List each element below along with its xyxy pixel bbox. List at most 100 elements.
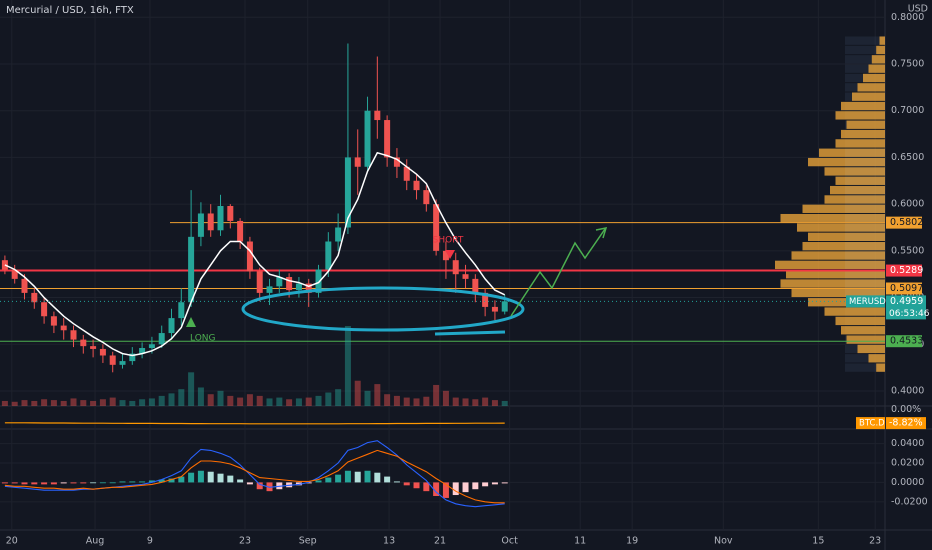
ema-line	[4, 151, 506, 357]
price-level-tag	[886, 216, 922, 229]
x-tick-label: 9	[147, 536, 153, 547]
volume-bar	[295, 398, 302, 406]
volume-bar	[50, 400, 57, 406]
price-level-tag	[886, 282, 922, 295]
macd-line	[4, 449, 505, 504]
candle-body	[168, 318, 175, 334]
x-tick-label: Oct	[501, 536, 518, 547]
volume-bar	[119, 400, 126, 406]
x-tick-label: 20	[6, 536, 18, 547]
x-tick-label: 23	[869, 536, 881, 547]
volume-profile-bar	[876, 363, 885, 372]
series-name: BTC.D	[859, 419, 885, 429]
volume-bar	[286, 399, 293, 406]
short-marker	[445, 250, 455, 259]
candle-body	[452, 260, 459, 275]
histogram-bar	[393, 481, 400, 483]
volume-bar	[315, 395, 322, 406]
volume-bar	[393, 395, 400, 406]
projection-arrow	[510, 228, 606, 317]
histogram-bar	[158, 479, 165, 483]
volume-profile-bar	[852, 92, 885, 101]
histogram-bar	[1, 482, 8, 484]
volume-profile-bar	[876, 45, 885, 55]
histogram-bar	[482, 482, 489, 487]
histogram-bar	[50, 482, 57, 485]
volume-profile-bar	[808, 232, 885, 242]
candle-body	[21, 278, 28, 293]
volume-bar	[21, 400, 28, 406]
volume-bar	[227, 395, 234, 406]
candle-body	[315, 269, 322, 293]
y-tick-label: 0.00%	[891, 404, 921, 415]
candle-body	[31, 292, 38, 303]
price-level-label: 0.5802	[890, 217, 923, 228]
volume-bar	[237, 397, 244, 406]
candle-body	[1, 260, 8, 270]
volume-profile-area	[845, 45, 885, 55]
histogram-bar	[109, 482, 116, 484]
y-tick-label: 0.0000	[891, 477, 924, 488]
histogram-bar	[139, 481, 146, 483]
volume-profile-bar	[824, 307, 885, 316]
volume-bar	[80, 400, 87, 406]
histogram-bar	[246, 482, 253, 485]
dominance-line	[4, 422, 505, 425]
histogram-bar	[237, 479, 244, 483]
x-tick-label: 15	[812, 536, 824, 547]
histogram-bar	[413, 482, 420, 489]
volume-bar	[60, 400, 67, 406]
candle-body	[41, 302, 48, 317]
histogram-bar	[99, 482, 106, 484]
histogram-bar	[11, 482, 18, 484]
volume-bar	[462, 398, 469, 406]
volume-bar	[1, 400, 8, 406]
histogram-bar	[60, 482, 67, 484]
highlight-stroke	[434, 330, 506, 336]
volume-profile-bar	[835, 316, 885, 326]
histogram-bar	[344, 470, 351, 483]
volume-bar	[70, 398, 77, 406]
candle-body	[237, 220, 244, 242]
volume-bar	[305, 397, 312, 406]
candle-body	[384, 120, 391, 158]
histogram-bar	[472, 482, 479, 490]
volume-bar	[90, 400, 97, 406]
volume-bar	[335, 389, 342, 406]
candle-body	[99, 348, 106, 356]
histogram-bar	[491, 482, 498, 485]
candle-body	[393, 157, 400, 167]
volume-profile-area	[845, 363, 885, 372]
candle-body	[90, 346, 97, 349]
y-tick-label: -0.0200	[891, 496, 928, 507]
x-tick-label: 21	[434, 536, 446, 547]
y-tick-label: 0.0200	[891, 457, 924, 468]
volume-bar	[197, 387, 204, 406]
volume-bar	[246, 394, 253, 406]
volume-profile-bar	[780, 279, 885, 288]
volume-profile-bar	[780, 213, 885, 223]
volume-bar	[344, 326, 351, 406]
y-tick-label: 0.7000	[891, 105, 924, 116]
histogram-bar	[354, 471, 361, 483]
candle-body	[50, 316, 57, 326]
histogram-bar	[41, 482, 48, 485]
candle-body	[462, 274, 469, 279]
histogram-bar	[178, 476, 185, 483]
volume-bar	[433, 384, 440, 406]
volume-profile-bar	[835, 176, 885, 185]
volume-profile-bar	[846, 335, 885, 344]
x-tick-label: Sep	[299, 536, 317, 547]
candle-body	[442, 250, 449, 261]
histogram-bar	[442, 482, 449, 498]
candle-body	[197, 213, 204, 237]
price-level-label: 0.5289	[890, 265, 923, 276]
volume-bar	[158, 395, 165, 406]
candle-body	[354, 157, 361, 167]
volume-bar	[501, 400, 508, 406]
y-tick-label: 0.7500	[891, 58, 924, 69]
volume-profile-bar	[863, 73, 885, 83]
volume-profile-bar	[830, 185, 885, 195]
